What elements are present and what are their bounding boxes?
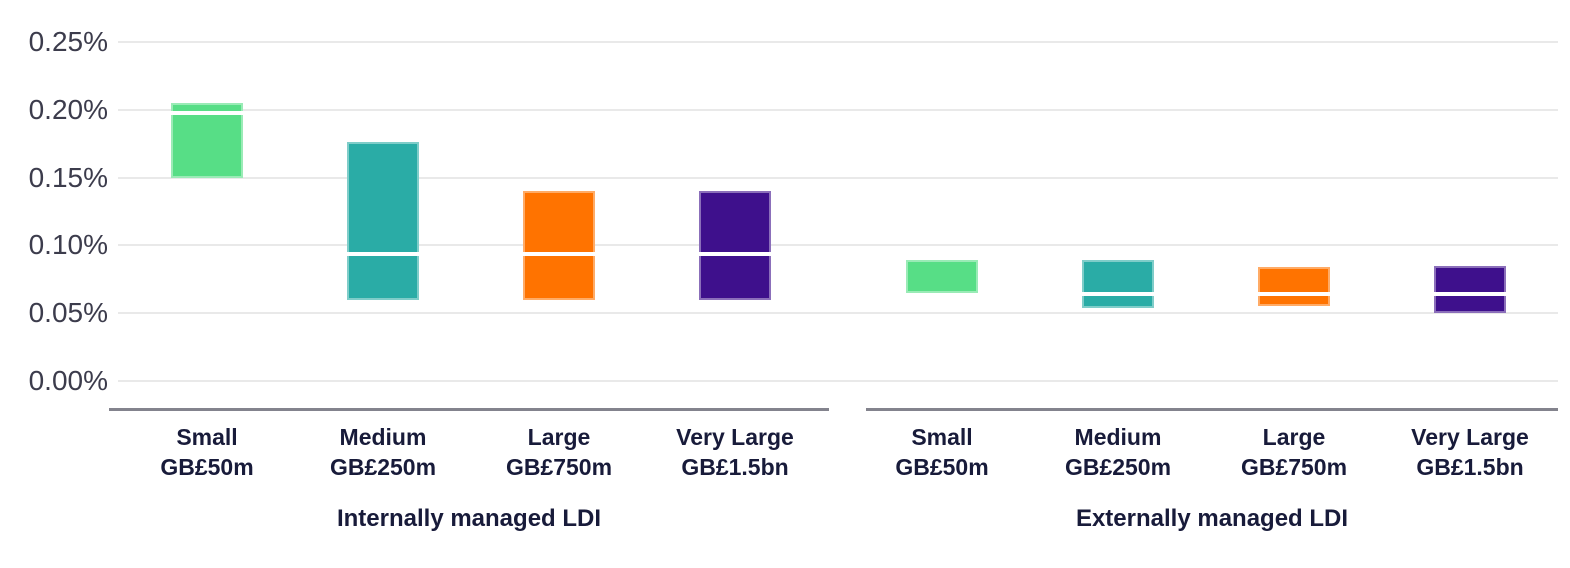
- gridline: [118, 244, 1558, 247]
- gridline: [118, 380, 1558, 382]
- category-size-amount: GB£750m: [1240, 454, 1348, 480]
- category-label: Medium GB£250m: [293, 422, 473, 482]
- category-label: Very Large GB£1.5bn: [1380, 422, 1560, 482]
- y-axis-tick-label: 0.15%: [28, 161, 108, 193]
- category-size-name: Large: [527, 424, 591, 450]
- category-size-amount: GB£50m: [160, 454, 254, 480]
- category-size-amount: GB£50m: [895, 454, 989, 480]
- median-line: [1258, 292, 1330, 297]
- median-line: [1082, 292, 1154, 297]
- category-size-name: Very Large: [676, 424, 794, 450]
- category-size-amount: GB£1.5bn: [1416, 454, 1524, 480]
- range-bar: [699, 191, 771, 300]
- group-axis-line: [109, 408, 829, 411]
- range-bar: [171, 103, 243, 178]
- y-axis-tick-label: 0.10%: [28, 229, 108, 261]
- category-size-name: Medium: [1074, 424, 1162, 450]
- y-axis-tick-label: 0.05%: [28, 297, 108, 329]
- range-bar: [1258, 267, 1330, 307]
- gridline: [118, 312, 1558, 315]
- range-bar: [906, 260, 978, 293]
- median-line: [699, 251, 771, 256]
- gridline: [118, 176, 1558, 179]
- median-line: [347, 251, 419, 256]
- group-axis-line: [866, 408, 1558, 411]
- y-axis-tick-label: 0.20%: [28, 93, 108, 125]
- category-label: Very Large GB£1.5bn: [645, 422, 825, 482]
- median-line: [1434, 292, 1506, 297]
- category-label: Large GB£750m: [1204, 422, 1384, 482]
- category-size-name: Large: [1262, 424, 1326, 450]
- median-line: [523, 251, 595, 256]
- category-size-name: Very Large: [1411, 424, 1529, 450]
- range-bar: [523, 191, 595, 300]
- category-size-name: Small: [911, 424, 973, 450]
- group-label: Internally managed LDI: [336, 505, 602, 532]
- range-bar: [1434, 265, 1506, 314]
- category-size-amount: GB£750m: [505, 454, 613, 480]
- group-label: Externally managed LDI: [1075, 505, 1349, 532]
- category-label: Large GB£750m: [469, 422, 649, 482]
- y-axis-tick-label: 0.00%: [28, 365, 108, 396]
- category-label: Medium GB£250m: [1028, 422, 1208, 482]
- range-bar: [1082, 260, 1154, 308]
- gridline: [118, 108, 1558, 111]
- y-axis-tick-label: 0.25%: [28, 26, 108, 57]
- category-label: Small GB£50m: [852, 422, 1032, 482]
- category-label: Small GB£50m: [117, 422, 297, 482]
- gridline: [118, 41, 1558, 43]
- category-size-amount: GB£1.5bn: [681, 454, 789, 480]
- median-line: [171, 110, 243, 115]
- category-size-amount: GB£250m: [1064, 454, 1172, 480]
- category-size-name: Small: [176, 424, 238, 450]
- category-size-name: Medium: [339, 424, 427, 450]
- range-bar: [347, 142, 419, 300]
- category-size-amount: GB£250m: [329, 454, 437, 480]
